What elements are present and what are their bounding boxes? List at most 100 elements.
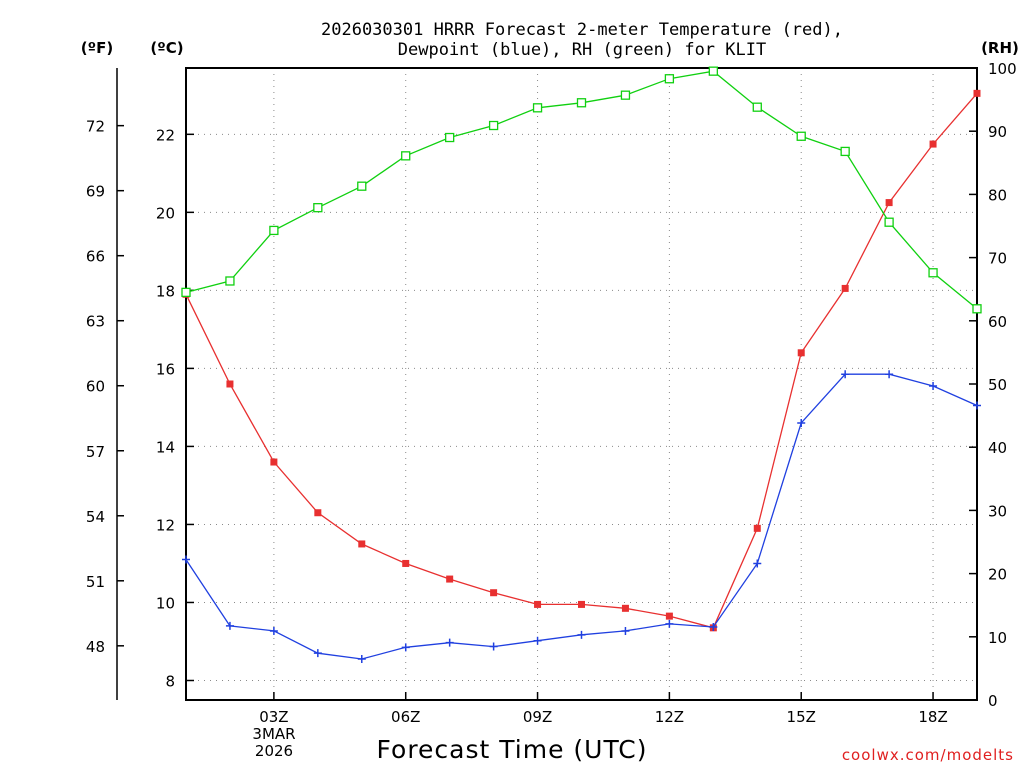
celsius-tick-label: 8 (165, 672, 175, 690)
dewpoint-point (577, 630, 586, 639)
rh-point (972, 304, 982, 314)
rh-point (532, 103, 543, 113)
chart-title-line-2: Dewpoint (blue), RH (green) for KLIT (398, 40, 766, 60)
fahrenheit-tick-label: 69 (86, 183, 105, 201)
rh-point (225, 276, 235, 286)
x-tick-label: 18Z (918, 708, 947, 726)
rh-point (708, 66, 718, 76)
celsius-tick-label: 10 (156, 594, 175, 612)
temperature-point (446, 575, 454, 583)
rh-point (488, 120, 499, 131)
dewpoint-point (753, 559, 762, 568)
fahrenheit-tick-label: 66 (86, 248, 105, 266)
rh-point (401, 151, 411, 161)
fahrenheit-tick-label: 60 (86, 378, 105, 396)
x-tick-label: 09Z (523, 708, 552, 726)
fahrenheit-tick-label: 72 (86, 118, 105, 136)
axis-ticks: 03Z 06Z 09Z 12Z 15Z 18Z 8 10 12 14 16 18 20 22 48 51 54 5… (86, 60, 1017, 726)
temperature-point (402, 559, 410, 567)
temperature-point (270, 458, 278, 466)
dewpoint-point (929, 381, 938, 390)
dewpoint-point (533, 636, 542, 645)
temperature-point (753, 524, 761, 532)
temperature-point (973, 89, 981, 97)
rh-tick-label: 50 (988, 376, 1007, 394)
temperature-point (885, 199, 893, 207)
rh-tick-label: 60 (988, 313, 1007, 331)
dewpoint-point (665, 619, 674, 628)
dewpoint-point (357, 655, 366, 664)
rh-tick-label: 80 (988, 186, 1007, 204)
dewpoint-point (401, 643, 410, 652)
dewpoint-point (225, 621, 234, 630)
fahrenheit-unit-label: (ºF) (81, 39, 113, 57)
fahrenheit-tick-label: 51 (86, 573, 105, 591)
rh-point (269, 225, 279, 236)
dewpoint-point (885, 370, 894, 379)
rh-tick-label: 90 (988, 123, 1007, 141)
rh-point (664, 74, 675, 84)
rh-tick-label: 100 (988, 60, 1017, 78)
dewpoint-point (269, 626, 278, 635)
celsius-tick-label: 20 (156, 204, 175, 222)
rh-tick-label: 10 (988, 629, 1007, 647)
celsius-tick-label: 22 (156, 126, 175, 144)
dewpoint-point (709, 623, 718, 632)
dewpoint-line (185, 373, 978, 660)
temperature-point (929, 140, 937, 148)
date-label-day: 3MAR (252, 725, 295, 743)
fahrenheit-tick-label: 63 (86, 313, 105, 331)
rh-tick-label: 40 (988, 439, 1007, 457)
temperature-point (578, 600, 585, 608)
rh-point (357, 181, 367, 191)
temperature-point (490, 589, 498, 597)
rh-point (928, 268, 938, 278)
rh-point (884, 217, 894, 227)
celsius-unit-label: (ºC) (150, 39, 183, 57)
rh-point (752, 102, 762, 112)
dewpoint-point (445, 638, 454, 647)
x-tick-label: 15Z (787, 708, 816, 726)
temperature-point (841, 284, 849, 292)
temperature-point (314, 509, 322, 517)
dewpoint-point (621, 626, 630, 635)
rh-tick-label: 70 (988, 250, 1007, 268)
temperature-point (358, 540, 366, 548)
dewpoint-point (797, 419, 806, 428)
rh-unit-label: (RH) (981, 39, 1019, 57)
rh-tick-label: 20 (988, 566, 1007, 584)
temperature-point (534, 600, 542, 608)
fahrenheit-tick-label: 54 (86, 508, 105, 526)
celsius-tick-label: 18 (156, 282, 175, 300)
dewpoint-point (973, 401, 981, 410)
series-layer (181, 66, 982, 664)
rh-point (840, 146, 850, 157)
rh-point (796, 131, 806, 141)
rh-point (313, 203, 323, 213)
date-label-year: 2026 (255, 742, 293, 760)
x-tick-label: 06Z (391, 708, 420, 726)
chart-title-line-1: 2026030301 HRRR Forecast 2-meter Tempera… (321, 20, 843, 40)
celsius-tick-label: 16 (156, 360, 175, 378)
dewpoint-point (182, 555, 190, 564)
rh-point (181, 287, 191, 298)
fahrenheit-tick-label: 48 (86, 638, 105, 656)
temperature-point (621, 604, 629, 612)
credit-label: coolwx.com/modelts (842, 746, 1014, 764)
dewpoint-point (313, 649, 322, 658)
rh-tick-label: 30 (988, 502, 1007, 520)
rh-point (445, 132, 455, 143)
celsius-tick-label: 12 (156, 516, 175, 534)
dewpoint-point (489, 642, 498, 651)
dewpoint-point (841, 370, 850, 379)
celsius-tick-label: 14 (156, 438, 175, 456)
fahrenheit-tick-label: 57 (86, 443, 105, 461)
rh-point (576, 98, 587, 108)
x-tick-label: 12Z (655, 708, 684, 726)
rh-tick-label: 0 (988, 692, 998, 710)
x-axis-label: Forecast Time (UTC) (377, 735, 648, 764)
x-tick-label: 03Z (259, 708, 288, 726)
rh-point (620, 90, 631, 100)
temperature-point (665, 612, 673, 620)
